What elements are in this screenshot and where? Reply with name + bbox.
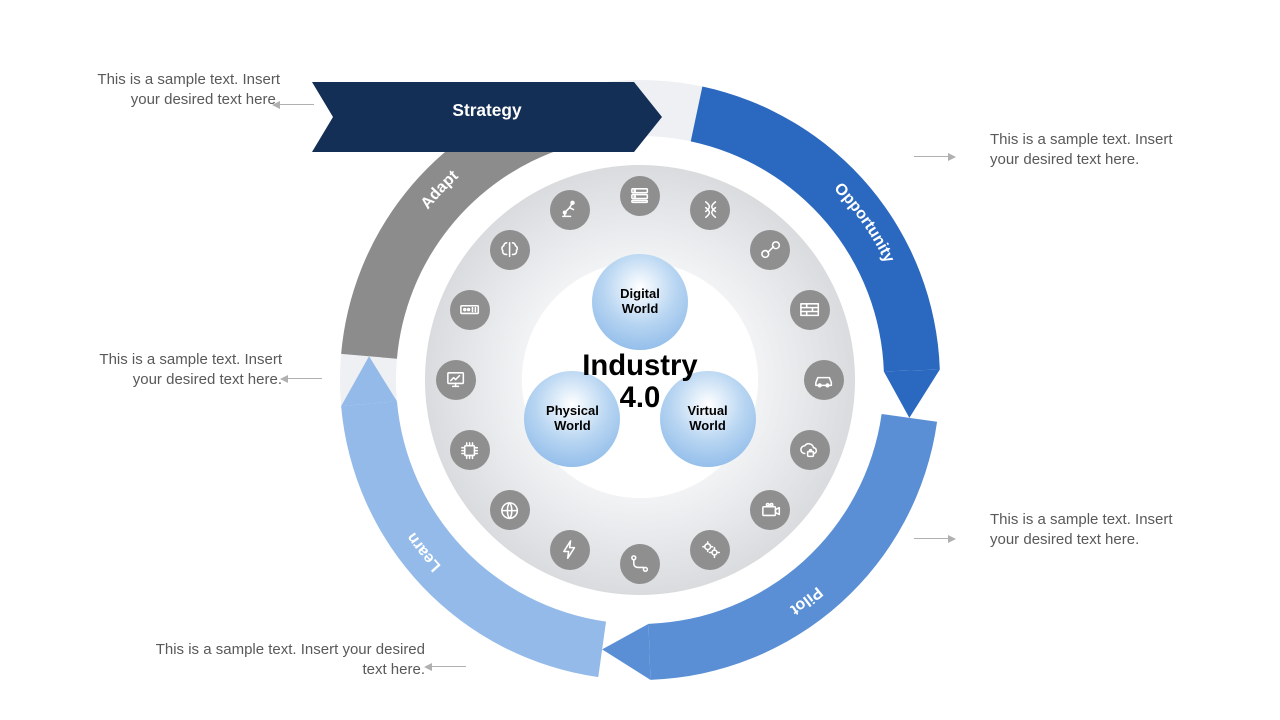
strategy-arrow: Strategy (312, 82, 662, 138)
route-icon (620, 544, 660, 584)
callout-opportunity: This is a sample text. Insert your desir… (990, 130, 1200, 171)
server-icon (620, 176, 660, 216)
callout-arrow-pilot (914, 538, 950, 539)
panel-icon (450, 290, 490, 330)
center-title: Industry4.0 (570, 350, 710, 414)
callout-learn: This is a sample text. Insert your desir… (145, 640, 425, 681)
callout-arrow-adapt (286, 378, 322, 379)
bolt-icon (550, 530, 590, 570)
globe-icon (490, 490, 530, 530)
chain-icon (750, 230, 790, 270)
callout-adapt: This is a sample text. Insert your desir… (72, 350, 282, 391)
callout-arrow-strategy (278, 104, 314, 105)
callout-arrow-opportunity (914, 156, 950, 157)
callout-pilot: This is a sample text. Insert your desir… (990, 510, 1200, 551)
callout-arrow-learn (430, 666, 466, 667)
world-bubble-digital: DigitalWorld (592, 254, 688, 350)
callout-strategy: This is a sample text. Insert your desir… (80, 70, 280, 111)
strategy-label: Strategy (452, 100, 521, 121)
firewall-icon (790, 290, 830, 330)
robot-arm-icon (550, 190, 590, 230)
monitor-chart-icon (436, 360, 476, 400)
camera-icon (750, 490, 790, 530)
car-icon (804, 360, 844, 400)
brain-icon (490, 230, 530, 270)
world-bubble-label: DigitalWorld (620, 287, 660, 317)
diagram-canvas: OpportunityPilotLearnAdapt Strategy Digi… (0, 0, 1280, 720)
